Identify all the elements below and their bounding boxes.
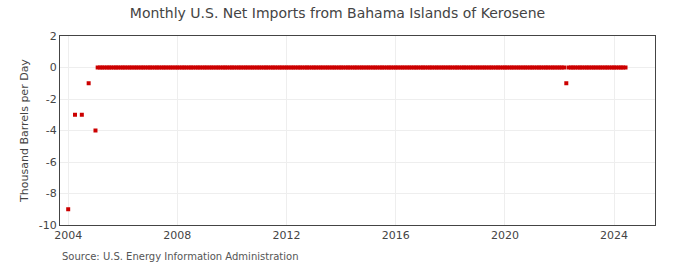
svg-text:2: 2 <box>50 30 57 43</box>
svg-text:2012: 2012 <box>273 229 301 242</box>
svg-text:Thousand Barrels per Day: Thousand Barrels per Day <box>18 59 31 203</box>
svg-text:2020: 2020 <box>491 229 519 242</box>
svg-text:Monthly U.S. Net Imports from: Monthly U.S. Net Imports from Bahama Isl… <box>130 5 545 21</box>
svg-text:-4: -4 <box>46 124 57 137</box>
svg-text:2004: 2004 <box>54 229 82 242</box>
svg-text:0: 0 <box>50 61 57 74</box>
svg-text:Source: U.S. Energy Informatio: Source: U.S. Energy Information Administ… <box>62 251 299 262</box>
svg-text:2008: 2008 <box>163 229 191 242</box>
svg-text:-8: -8 <box>46 187 57 200</box>
svg-text:2024: 2024 <box>600 229 628 242</box>
svg-text:2016: 2016 <box>382 229 410 242</box>
svg-text:-2: -2 <box>46 93 57 106</box>
svg-text:-10: -10 <box>39 219 57 232</box>
svg-text:-6: -6 <box>46 156 57 169</box>
